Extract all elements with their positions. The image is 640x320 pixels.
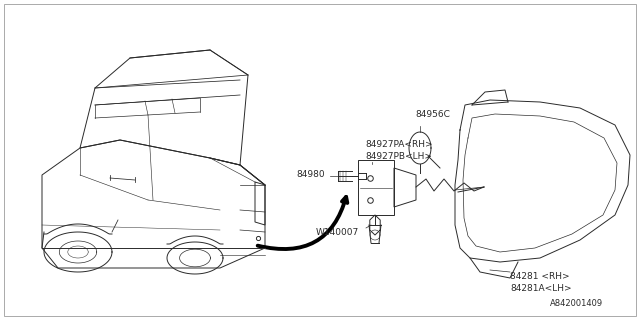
Text: 84956C: 84956C [415, 110, 450, 119]
Text: 84281A<LH>: 84281A<LH> [510, 284, 572, 293]
Text: 84927PB<LH>: 84927PB<LH> [365, 152, 432, 161]
Text: A842001409: A842001409 [550, 299, 603, 308]
Text: 84927PA<RH>: 84927PA<RH> [365, 140, 433, 149]
Text: W140007: W140007 [316, 228, 359, 237]
Bar [358, 160, 394, 215]
Text: 84281 <RH>: 84281 <RH> [510, 272, 570, 281]
Text: 84980: 84980 [296, 170, 324, 179]
FancyArrowPatch shape [258, 197, 348, 249]
